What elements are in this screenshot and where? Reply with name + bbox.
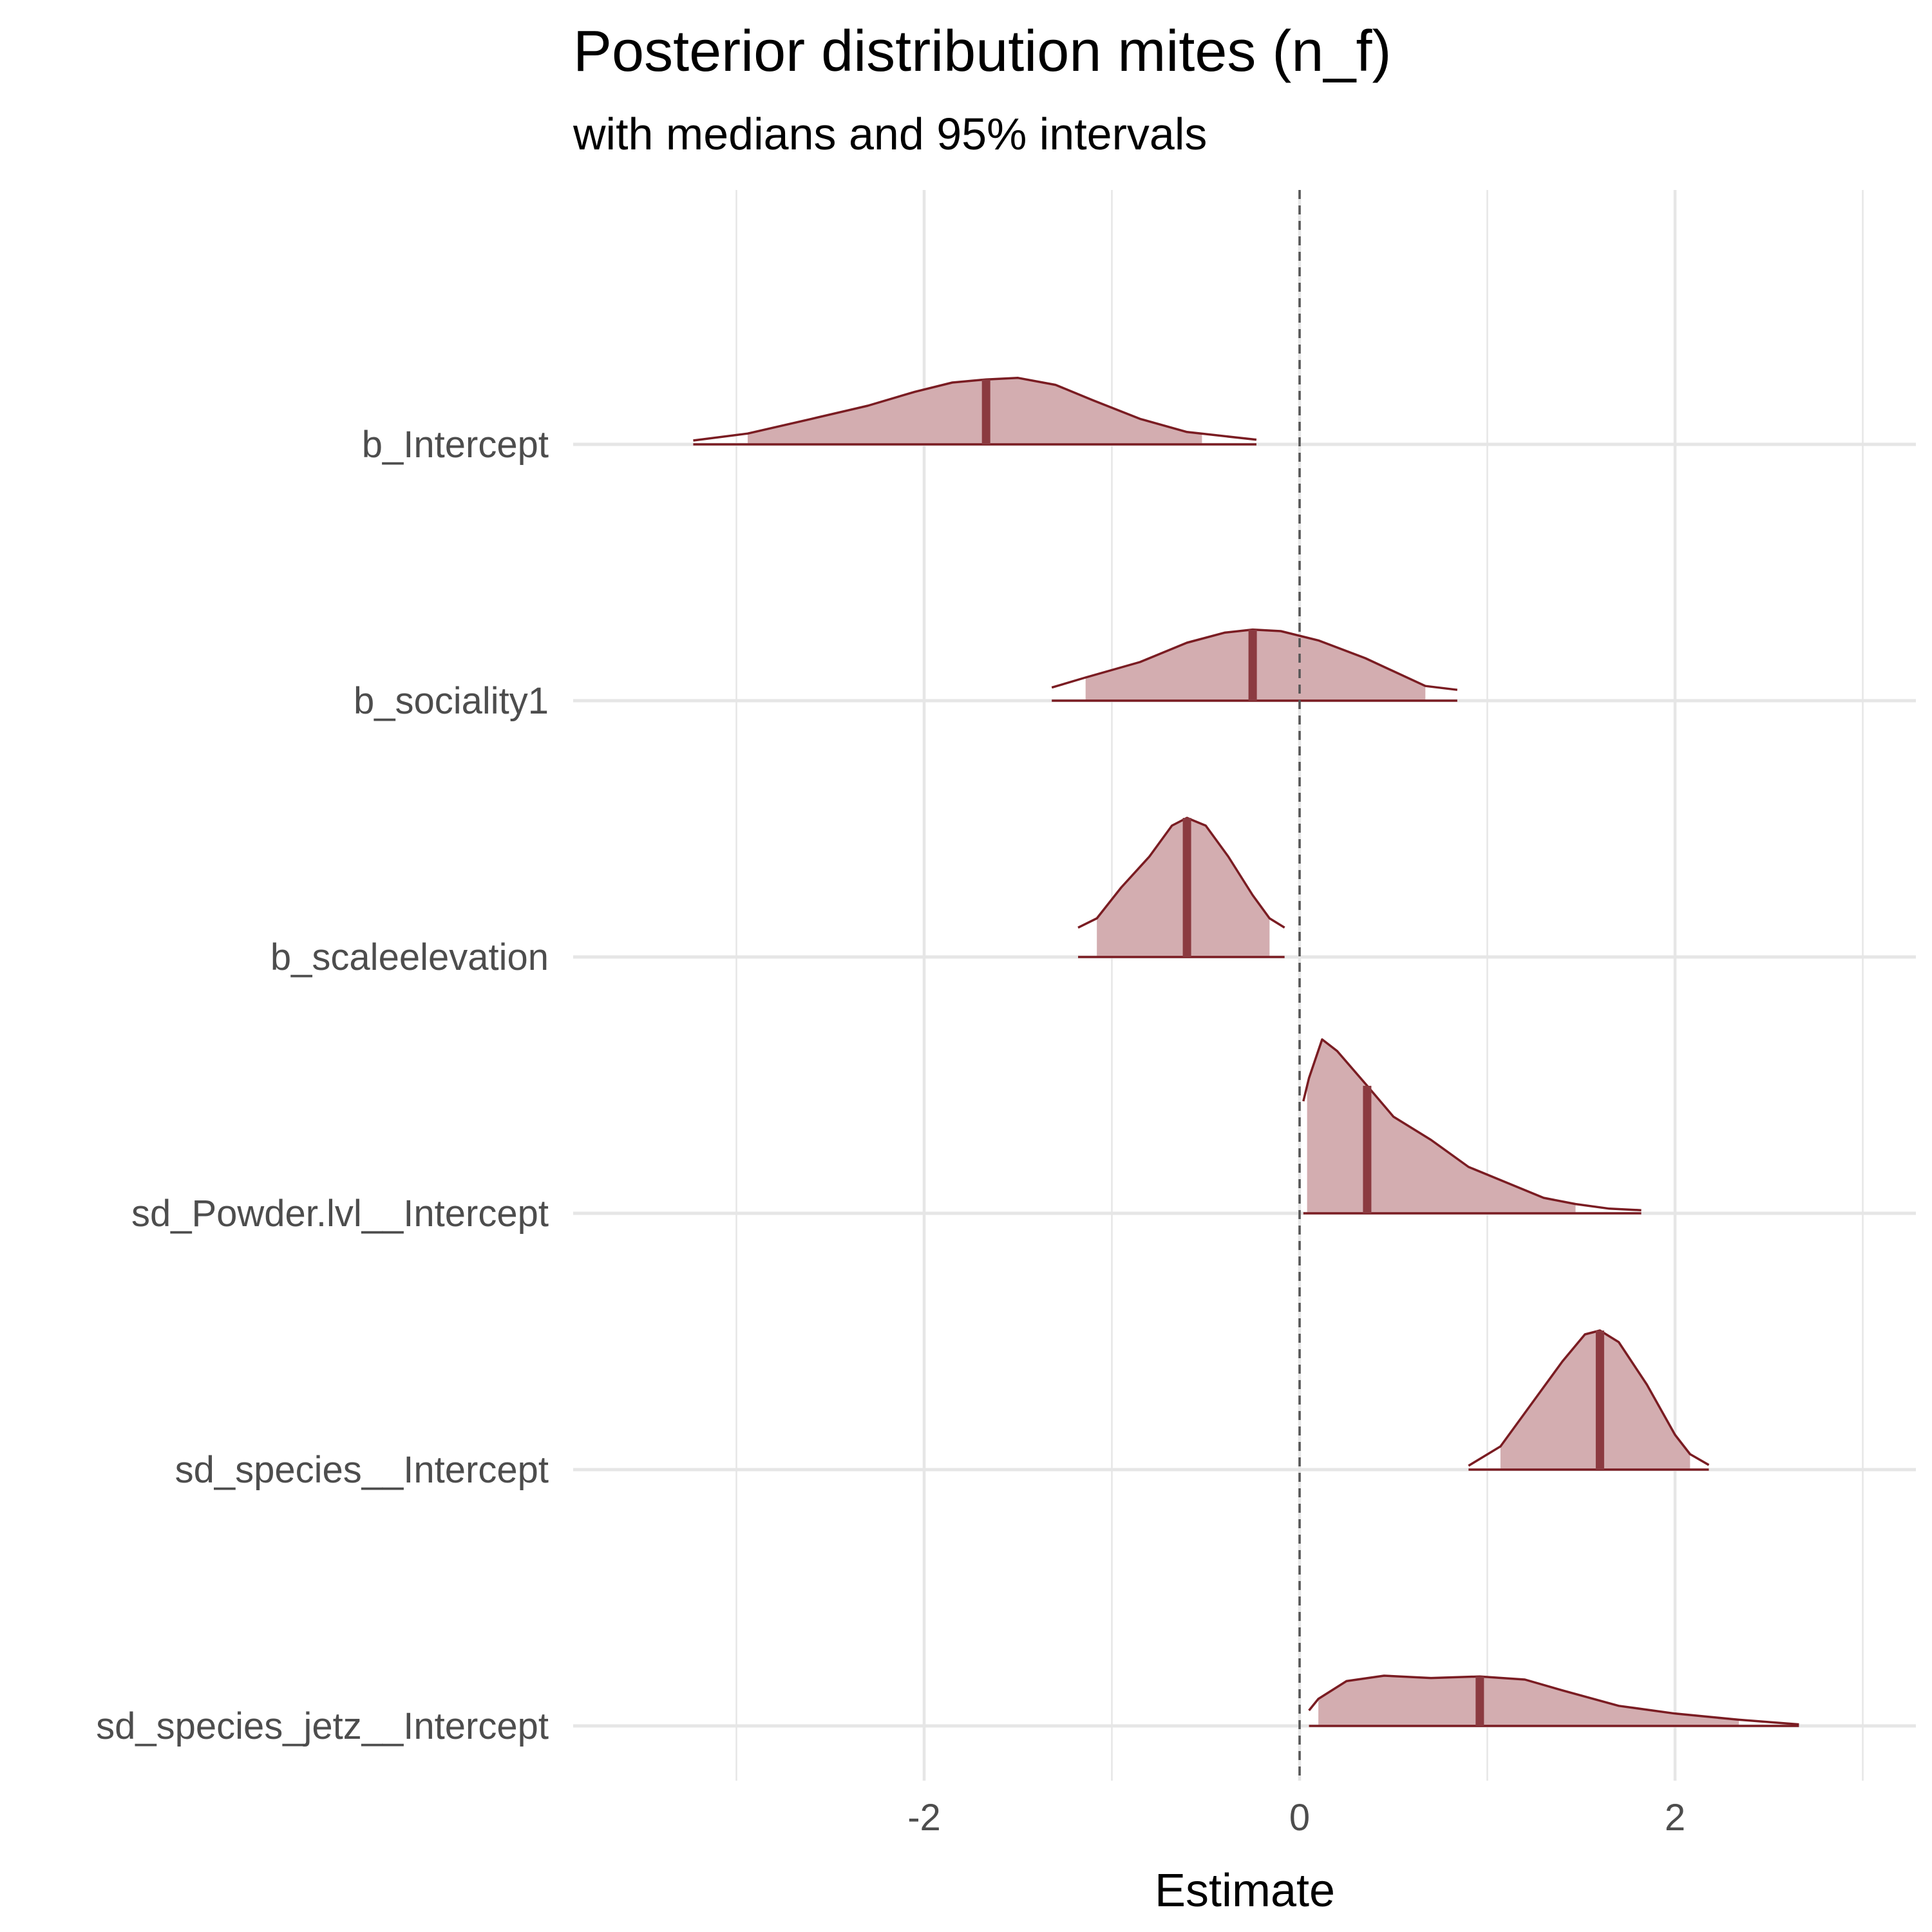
density-fill-sd_species_jetz__Intercept [1318, 1676, 1739, 1726]
x-tick-label: -2 [907, 1797, 941, 1839]
x-tick-label: 2 [1665, 1797, 1685, 1839]
y-tick-label: b_scaleelevation [270, 936, 549, 978]
density-layer [693, 377, 1799, 1727]
y-tick-label: b_sociality1 [354, 680, 549, 722]
y-tick-label: sd_Powder.lvl__Intercept [131, 1193, 549, 1235]
y-tick-label: sd_species_jetz__Intercept [96, 1705, 549, 1747]
density-outline-sd_Powder.lvl__Intercept [1302, 1038, 1642, 1211]
x-axis-label: Estimate [1155, 1865, 1335, 1917]
density-fill-sd_species__Intercept [1500, 1331, 1690, 1470]
density-outline-sd_species_jetz__Intercept [1308, 1674, 1799, 1726]
density-fill-sd_Powder.lvl__Intercept [1307, 1039, 1576, 1213]
density-fill-b_Intercept [747, 377, 1202, 444]
label-layer: b_Intercept b_sociality1 b_scaleelevations… [96, 424, 1685, 1839]
y-tick-label: sd_species__Intercept [175, 1449, 549, 1491]
x-tick-label: 0 [1289, 1797, 1310, 1839]
chart-title: Posterior distribution mites (n_f) [573, 19, 1391, 84]
y-tick-label: b_Intercept [362, 424, 549, 466]
chart-subtitle: with medians and 95% intervals [573, 109, 1207, 159]
